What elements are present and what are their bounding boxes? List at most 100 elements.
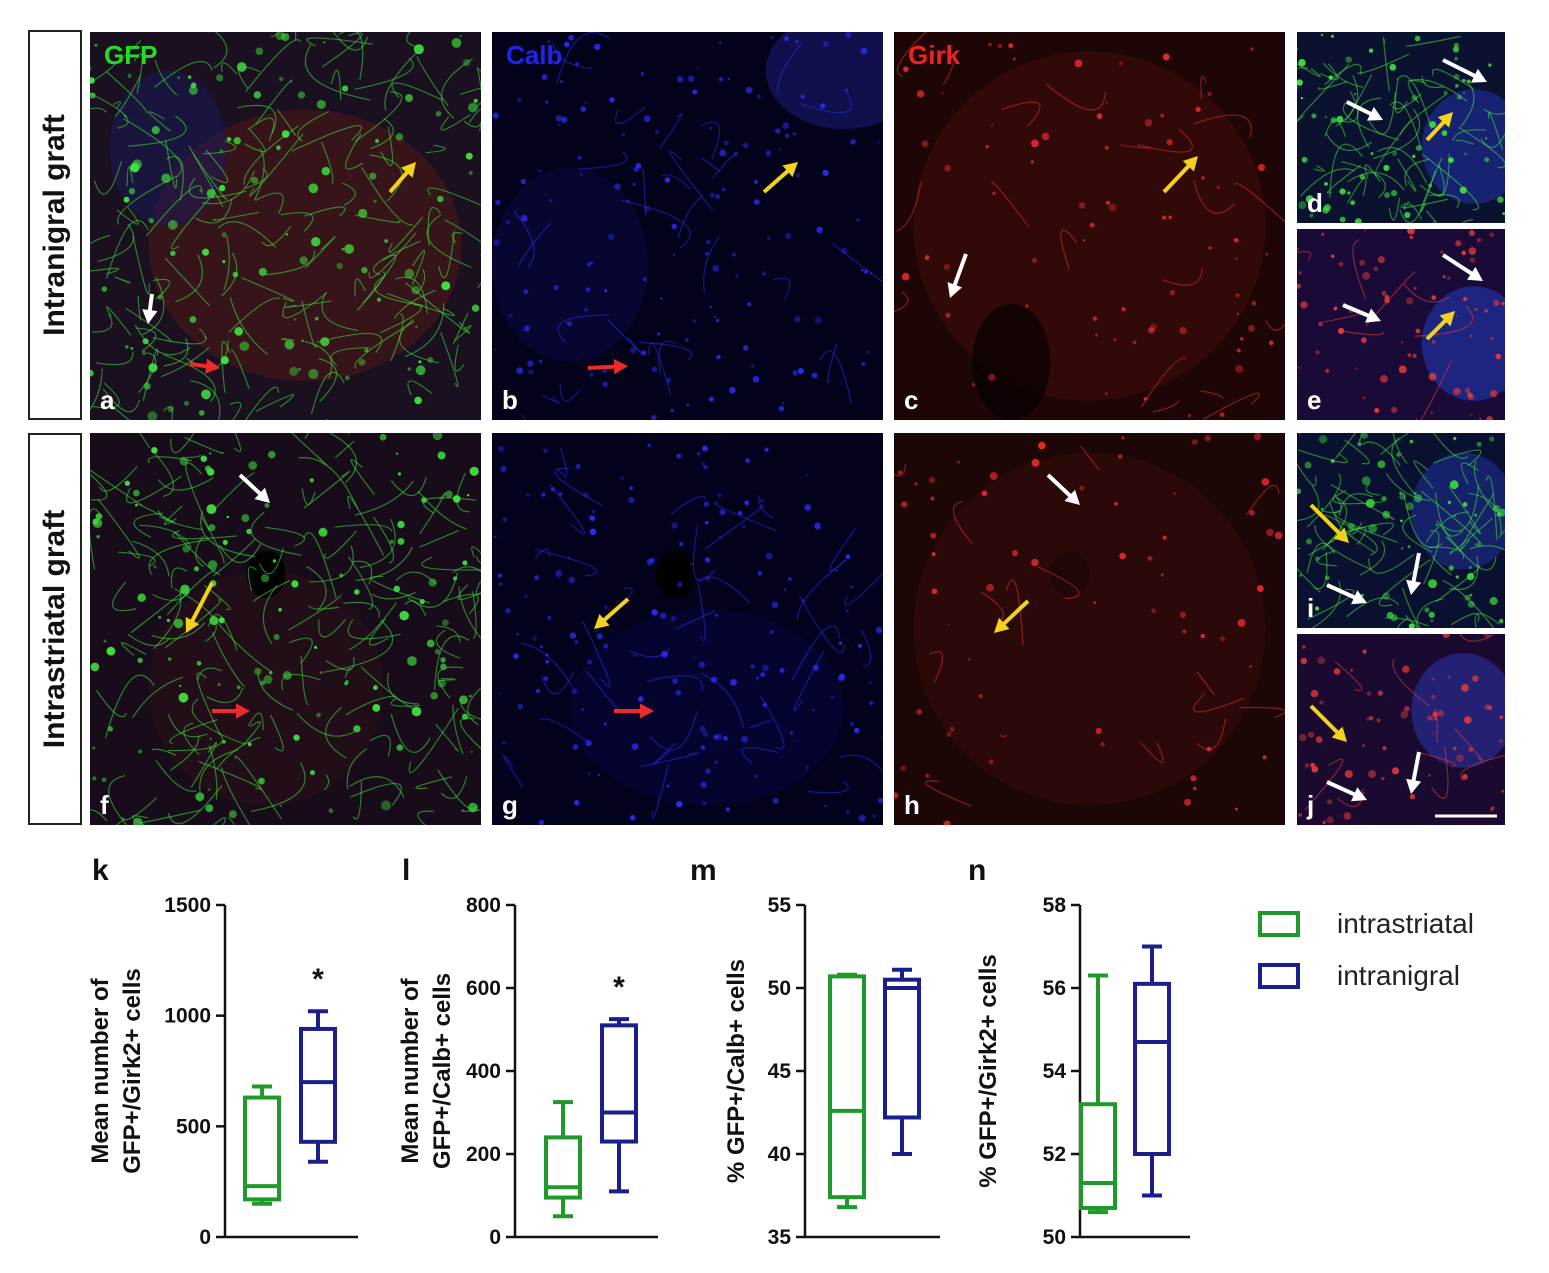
cell-body — [804, 504, 811, 511]
cell-body — [1468, 247, 1477, 255]
cell-body — [407, 656, 417, 666]
neurite-fiber — [440, 58, 474, 119]
cell-body — [614, 183, 621, 190]
neurite-fiber — [1306, 473, 1342, 528]
cell-body — [835, 569, 838, 572]
cell-body — [204, 465, 212, 472]
cell-body — [782, 402, 785, 405]
neurite-fiber — [191, 698, 245, 745]
cell-body — [812, 664, 819, 671]
cell-body — [527, 360, 534, 367]
neurite-fiber — [133, 53, 143, 94]
neurite-fiber — [807, 781, 849, 794]
panel-letter-g: g — [502, 790, 518, 820]
neurite-fiber — [1432, 555, 1452, 576]
cell-body — [264, 503, 270, 508]
cell-body — [1114, 501, 1119, 506]
neurite-fiber — [440, 776, 468, 799]
cell-body — [1257, 163, 1266, 172]
cell-body — [1483, 634, 1491, 638]
cell-body — [806, 766, 809, 769]
chart-letter-l: l — [402, 854, 411, 887]
neurite-fiber — [90, 40, 142, 82]
cell-body — [236, 685, 241, 690]
cell-body — [1501, 790, 1504, 793]
cell-body — [466, 493, 470, 497]
neurite-fiber — [1420, 490, 1483, 547]
cell-body — [123, 196, 130, 203]
cell-body — [278, 76, 284, 82]
neurite-fiber — [190, 741, 218, 788]
neurite-fiber — [90, 267, 120, 275]
neurite-fiber — [700, 121, 720, 159]
cell-body — [1464, 594, 1471, 601]
neurite-fiber — [1419, 164, 1445, 196]
cell-body — [1408, 623, 1415, 628]
cell-body — [771, 601, 779, 609]
cell-body — [130, 346, 134, 350]
cell-body — [229, 810, 237, 819]
cell-body — [723, 140, 729, 146]
cell-body — [1300, 657, 1308, 665]
cell-body — [779, 668, 785, 674]
neurite-fiber — [97, 223, 135, 263]
neurite-fiber — [206, 687, 244, 704]
neurite-fiber — [1402, 514, 1433, 553]
indicator-arrow — [388, 162, 416, 194]
cell-body — [1433, 732, 1436, 735]
cell-body — [321, 166, 331, 176]
neurite-fiber — [270, 715, 284, 752]
cell-body — [246, 528, 252, 535]
cell-body — [279, 804, 283, 807]
cell-body — [1336, 115, 1344, 123]
cell-body — [255, 47, 264, 56]
neurite-fiber — [1364, 164, 1381, 183]
cell-body — [679, 541, 684, 546]
cell-body — [1300, 301, 1308, 309]
cell-body — [725, 807, 730, 812]
cell-body — [733, 151, 738, 157]
cell-body — [869, 681, 872, 684]
neurite-fiber — [335, 524, 393, 532]
cell-body — [1447, 157, 1454, 164]
neurite-fiber — [347, 495, 385, 556]
channel-label-calb: Calb — [506, 40, 563, 70]
cell-body — [336, 262, 343, 270]
cell-body — [1119, 61, 1123, 66]
cell-body — [153, 565, 157, 569]
cell-body — [844, 88, 849, 92]
cell-body — [1326, 799, 1333, 805]
cell-body — [393, 585, 401, 593]
neurite-fiber — [255, 79, 293, 125]
cell-body — [1200, 633, 1206, 639]
cell-body — [704, 557, 711, 563]
neurite-fiber — [316, 332, 383, 353]
cell-body — [978, 694, 983, 699]
neurite-fiber — [1474, 613, 1501, 628]
cell-body — [782, 122, 790, 129]
box-iqr — [600, 1023, 638, 1144]
cell-body — [180, 584, 190, 595]
cell-body — [95, 513, 102, 520]
neurite-fiber — [475, 580, 481, 595]
neurite-fiber — [502, 754, 524, 789]
cell-body — [943, 820, 951, 825]
cell-body — [1092, 316, 1098, 321]
cell-body — [558, 123, 561, 127]
cell-body — [1361, 433, 1368, 439]
neurite-fiber — [151, 622, 206, 640]
cell-body — [928, 476, 936, 484]
cell-body — [1248, 325, 1255, 332]
neurite-fiber — [1449, 556, 1479, 591]
cell-body — [657, 332, 661, 336]
cell-body — [690, 562, 693, 566]
cell-body — [765, 552, 773, 560]
cell-body — [1162, 53, 1170, 61]
cell-body — [1147, 556, 1153, 562]
cell-body — [626, 199, 630, 203]
neurite-fiber — [1358, 433, 1363, 442]
cell-body — [846, 609, 849, 613]
cell-body — [130, 162, 140, 173]
neurite-fiber — [186, 454, 202, 459]
neurite-fiber — [427, 207, 441, 246]
